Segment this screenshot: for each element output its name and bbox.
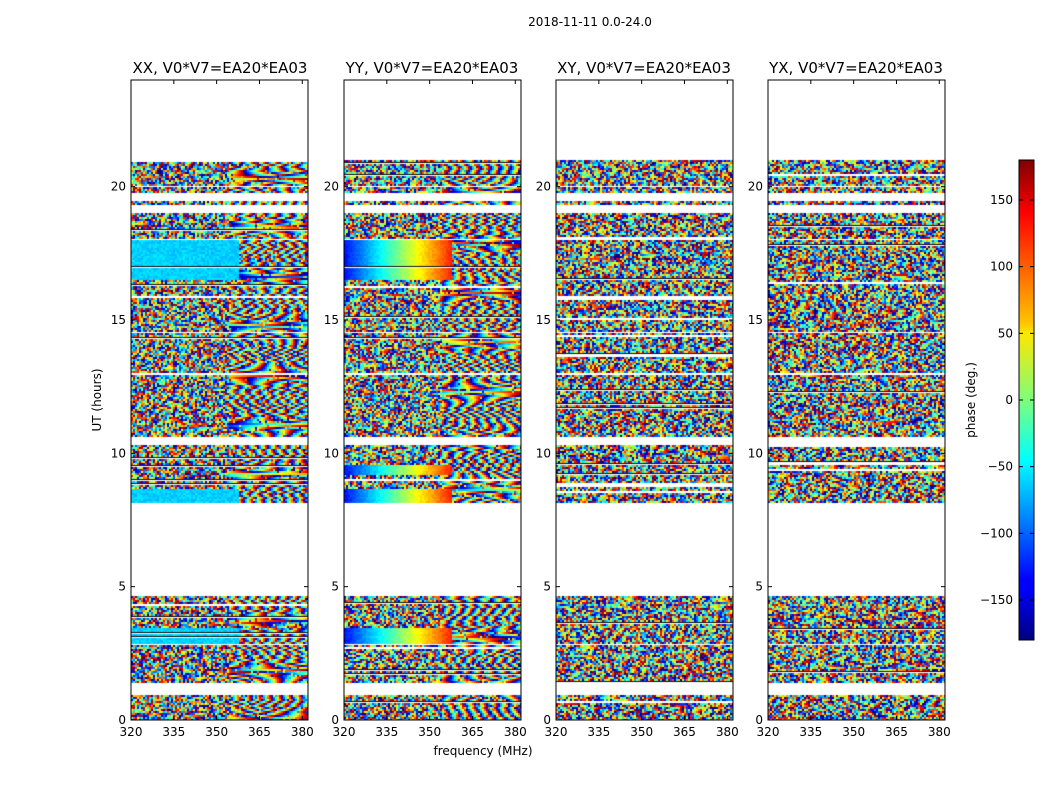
y-tick-label: 5 bbox=[755, 580, 763, 594]
panel-yx: YX, V0*V7=EA20*EA03 320 335 350 365 380 0 5 10 1… bbox=[748, 59, 951, 739]
phase-image bbox=[768, 80, 945, 720]
y-tick-label: 5 bbox=[118, 580, 126, 594]
x-tick-label: 365 bbox=[673, 725, 696, 739]
x-tick-label: 365 bbox=[885, 725, 908, 739]
panel-yy: YY, V0*V7=EA20*EA03 320 335 350 365 380 0 5 10 1… bbox=[324, 59, 527, 739]
y-tick-label: 0 bbox=[755, 713, 763, 727]
phase-image bbox=[131, 80, 308, 720]
x-axis-label: frequency (MHz) bbox=[433, 744, 532, 758]
panel-title: YX, V0*V7=EA20*EA03 bbox=[768, 59, 943, 77]
x-tick-label: 335 bbox=[162, 725, 185, 739]
axes-box bbox=[130, 79, 309, 721]
y-tick-label: 15 bbox=[111, 313, 126, 327]
phase-raster bbox=[131, 80, 308, 720]
x-tick-label: 335 bbox=[587, 725, 610, 739]
x-tick-label: 320 bbox=[757, 725, 780, 739]
y-tick-label: 5 bbox=[543, 580, 551, 594]
x-tick-label: 350 bbox=[205, 725, 228, 739]
figure-title: 2018-11-11 0.0-24.0 bbox=[528, 15, 652, 29]
colorbar-tick-label: 0 bbox=[1005, 393, 1013, 407]
x-tick-label: 380 bbox=[291, 725, 314, 739]
y-tick-label: 10 bbox=[536, 446, 551, 460]
panel-title: YY, V0*V7=EA20*EA03 bbox=[345, 59, 519, 77]
y-tick-label: 5 bbox=[331, 580, 339, 594]
colorbar-tick-label: −50 bbox=[988, 460, 1013, 474]
y-tick-label: 10 bbox=[748, 446, 763, 460]
colorbar: −150 −100 −50 0 50 100 150 phase (deg.) bbox=[964, 159, 1035, 641]
x-tick-label: 380 bbox=[928, 725, 951, 739]
colorbar-ticks: −150 −100 −50 0 50 100 150 bbox=[980, 193, 1034, 607]
axes-box bbox=[555, 79, 734, 721]
y-tick-label: 20 bbox=[536, 180, 551, 194]
x-tick-label: 350 bbox=[630, 725, 653, 739]
x-tick-label: 365 bbox=[461, 725, 484, 739]
colorbar-tick-label: 100 bbox=[990, 260, 1013, 274]
panel-xx: XX, V0*V7=EA20*EA03 320 335 350 365 380 0 5 10 1… bbox=[111, 59, 314, 739]
panel-title: XY, V0*V7=EA20*EA03 bbox=[557, 59, 731, 77]
y-tick-label: 20 bbox=[324, 180, 339, 194]
x-tick-label: 350 bbox=[842, 725, 865, 739]
axes-box bbox=[767, 79, 946, 721]
panel-title: XX, V0*V7=EA20*EA03 bbox=[133, 59, 308, 77]
y-tick-label: 0 bbox=[543, 713, 551, 727]
y-tick-label: 0 bbox=[118, 713, 126, 727]
x-tick-label: 320 bbox=[333, 725, 356, 739]
phase-raster bbox=[768, 80, 945, 720]
x-tick-label: 365 bbox=[248, 725, 271, 739]
y-tick-label: 0 bbox=[331, 713, 339, 727]
colorbar-tick-label: 50 bbox=[998, 326, 1013, 340]
phase-raster bbox=[556, 80, 733, 720]
colorbar-tick-label: 150 bbox=[990, 193, 1013, 207]
y-tick-label: 10 bbox=[111, 446, 126, 460]
y-tick-label: 15 bbox=[536, 313, 551, 327]
phase-image bbox=[344, 80, 521, 720]
y-tick-label: 20 bbox=[748, 180, 763, 194]
phase-raster bbox=[344, 80, 521, 720]
axes-frame: 320 335 350 365 380 0 5 10 15 20 bbox=[324, 79, 527, 739]
axes-frame: 320 335 350 365 380 0 5 10 15 20 bbox=[111, 79, 314, 739]
y-tick-label: 20 bbox=[111, 180, 126, 194]
x-tick-label: 350 bbox=[418, 725, 441, 739]
y-tick-label: 10 bbox=[324, 446, 339, 460]
axes-frame: 320 335 350 365 380 0 5 10 15 20 bbox=[748, 79, 951, 739]
x-tick-label: 335 bbox=[375, 725, 398, 739]
panel-xy: XY, V0*V7=EA20*EA03 320 335 350 365 380 0 5 10 1… bbox=[536, 59, 739, 739]
colorbar-label: phase (deg.) bbox=[964, 362, 978, 438]
y-tick-label: 15 bbox=[324, 313, 339, 327]
axes-frame: 320 335 350 365 380 0 5 10 15 20 bbox=[536, 79, 739, 739]
colorbar-tick-label: −100 bbox=[980, 526, 1013, 540]
colorbar-tick-label: −150 bbox=[980, 593, 1013, 607]
y-axis-label: UT (hours) bbox=[90, 368, 104, 431]
x-tick-label: 380 bbox=[504, 725, 527, 739]
x-tick-label: 335 bbox=[799, 725, 822, 739]
y-tick-label: 15 bbox=[748, 313, 763, 327]
phase-image bbox=[556, 80, 733, 720]
x-tick-label: 320 bbox=[120, 725, 143, 739]
axes-box bbox=[343, 79, 522, 721]
x-tick-label: 320 bbox=[545, 725, 568, 739]
x-tick-label: 380 bbox=[716, 725, 739, 739]
